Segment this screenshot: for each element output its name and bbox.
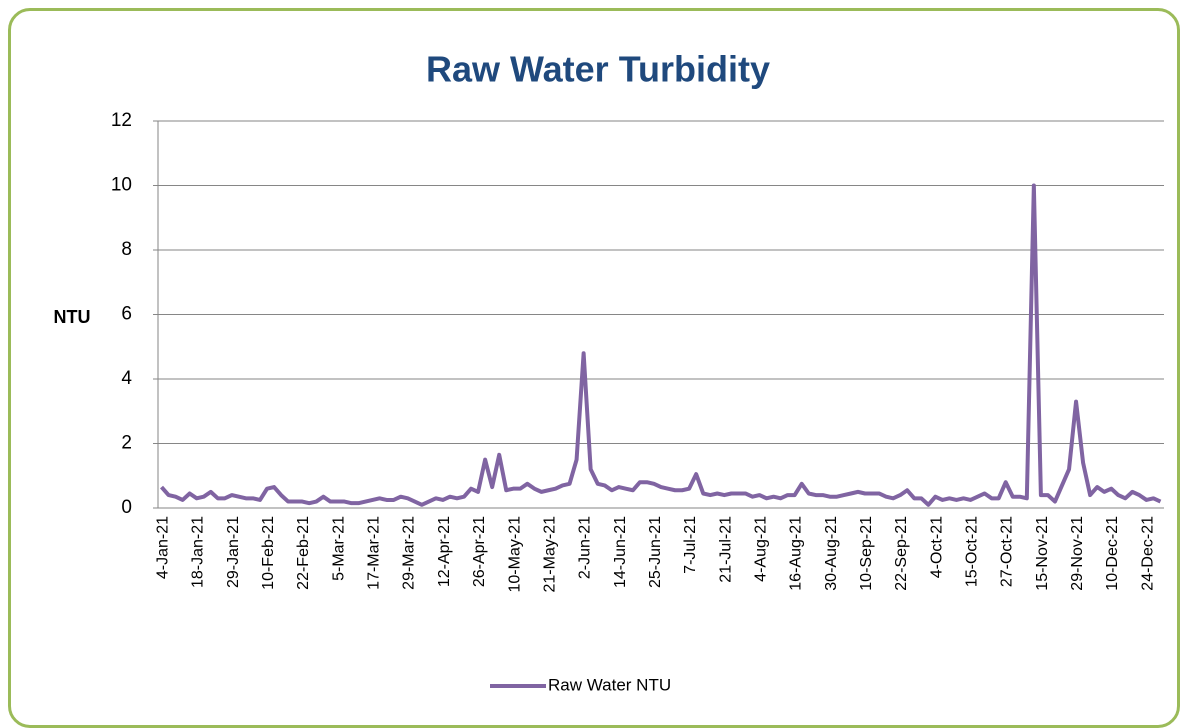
- data-line: [160, 183, 1162, 507]
- x-tick-label: 15-Oct-21: [964, 516, 981, 587]
- x-tick-label: 2-Jun-21: [577, 516, 594, 579]
- x-tick-label: 26-Apr-21: [471, 516, 488, 587]
- x-tick-label: 29-Nov-21: [1069, 516, 1086, 591]
- y-tick-label: 2: [121, 433, 132, 454]
- y-tick-label: 0: [121, 497, 132, 518]
- y-tick-label: 8: [121, 239, 132, 260]
- y-tick-label: 4: [121, 368, 132, 389]
- x-tick-label: 4-Oct-21: [928, 516, 945, 578]
- x-tick-label: 10-Sep-21: [858, 516, 875, 591]
- x-tick-label: 17-Mar-21: [366, 516, 383, 590]
- x-tick-label: 4-Jan-21: [155, 516, 172, 579]
- x-tick-label: 21-Jul-21: [717, 516, 734, 583]
- y-tick-label: 12: [111, 110, 132, 131]
- x-tick-label: 16-Aug-21: [788, 516, 805, 591]
- x-tick-label: 10-May-21: [506, 516, 523, 593]
- chart-title: Raw Water Turbidity: [426, 49, 770, 90]
- x-tick-label: 29-Jan-21: [225, 516, 242, 588]
- y-tick-label: 10: [111, 175, 132, 196]
- x-tick-label: 15-Nov-21: [1034, 516, 1051, 591]
- x-tick-label: 5-Mar-21: [330, 516, 347, 581]
- y-axis-label: NTU: [54, 307, 91, 327]
- x-tick-label: 10-Feb-21: [260, 516, 277, 590]
- x-tick-label: 4-Aug-21: [752, 516, 769, 582]
- y-tick-label: 6: [121, 304, 132, 325]
- x-tick-label: 12-Apr-21: [436, 516, 453, 587]
- x-tick-label: 10-Dec-21: [1104, 516, 1121, 591]
- legend-label: Raw Water NTU: [548, 675, 671, 694]
- x-tick-label: 22-Sep-21: [893, 516, 910, 591]
- x-tick-label: 25-Jun-21: [647, 516, 664, 588]
- x-tick-label: 21-May-21: [541, 516, 558, 593]
- x-tick-label: 7-Jul-21: [682, 516, 699, 574]
- x-tick-label: 18-Jan-21: [190, 516, 207, 588]
- x-tick-label: 30-Aug-21: [823, 516, 840, 591]
- x-tick-label: 14-Jun-21: [612, 516, 629, 588]
- x-tick-label: 29-Mar-21: [401, 516, 418, 590]
- x-tick-label: 22-Feb-21: [295, 516, 312, 590]
- x-tick-label: 27-Oct-21: [999, 516, 1016, 587]
- x-tick-label: 24-Dec-21: [1139, 516, 1156, 591]
